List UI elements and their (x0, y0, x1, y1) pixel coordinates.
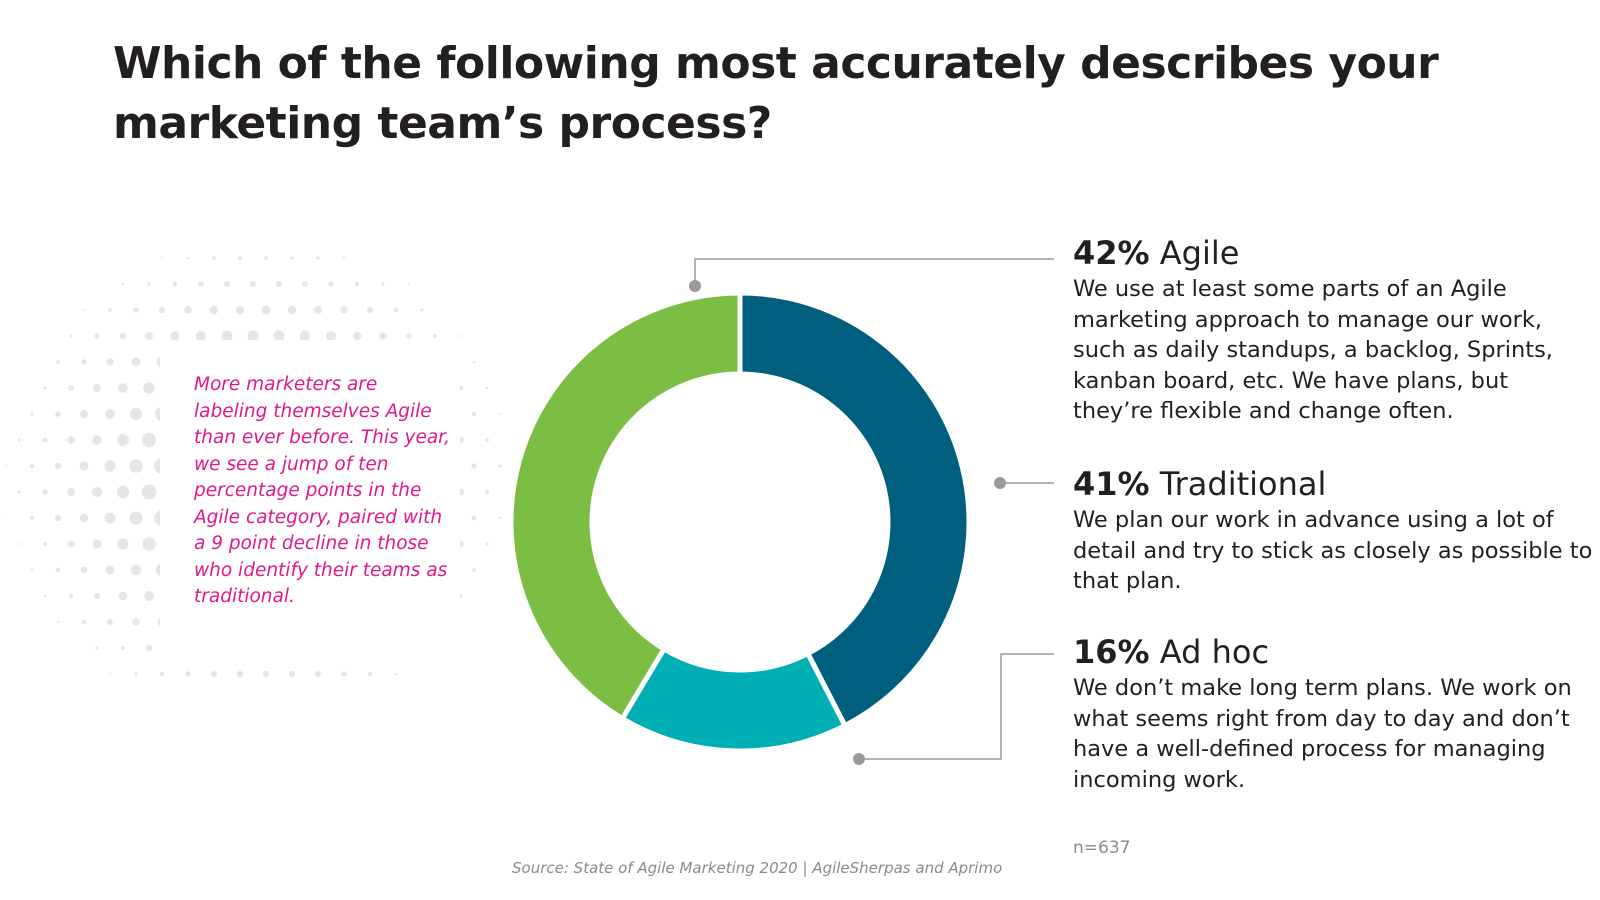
category-heading: 42% Agile (1073, 234, 1593, 272)
donut-slices (508, 290, 972, 754)
category-description: We use at least some parts of an Agile m… (1073, 276, 1553, 424)
note-card (160, 340, 460, 670)
slice-traditional (508, 290, 743, 722)
slice-value-label: 41% (1073, 465, 1150, 503)
slice-value-label: 42% (1073, 234, 1150, 272)
category-ad-hoc: 16% Ad hoc We don’t make long term plans… (1073, 633, 1593, 795)
leader-dot (853, 753, 865, 765)
category-heading: 41% Traditional (1073, 465, 1593, 503)
leader-dot (689, 280, 701, 292)
category-heading: 16% Ad hoc (1073, 633, 1593, 671)
category-agile: 42% Agile We use at least some parts of … (1073, 234, 1593, 427)
leader-line-ad-hoc (853, 653, 1054, 765)
source-note: Source: State of Agile Marketing 2020 | … (512, 859, 1003, 877)
leader-line-agile (689, 258, 1054, 292)
leader-line-traditional (994, 477, 1054, 489)
sample-size: n=637 (1073, 838, 1131, 858)
slice-label: Agile (1159, 234, 1240, 272)
slice-value-label: 16% (1073, 633, 1150, 671)
leader-lines (689, 258, 1054, 765)
slice-label: Ad hoc (1159, 633, 1270, 671)
category-description: We don’t make long term plans. We work o… (1073, 675, 1572, 793)
leader-dot (994, 477, 1006, 489)
category-description: We plan our work in advance using a lot … (1073, 507, 1593, 594)
category-traditional: 41% Traditional We plan our work in adva… (1073, 465, 1593, 597)
slice-agile (737, 290, 972, 729)
chart-title: Which of the following most accurately d… (113, 38, 1439, 149)
note-text: More marketers are labeling themselves A… (194, 374, 450, 607)
slice-label: Traditional (1159, 465, 1327, 503)
